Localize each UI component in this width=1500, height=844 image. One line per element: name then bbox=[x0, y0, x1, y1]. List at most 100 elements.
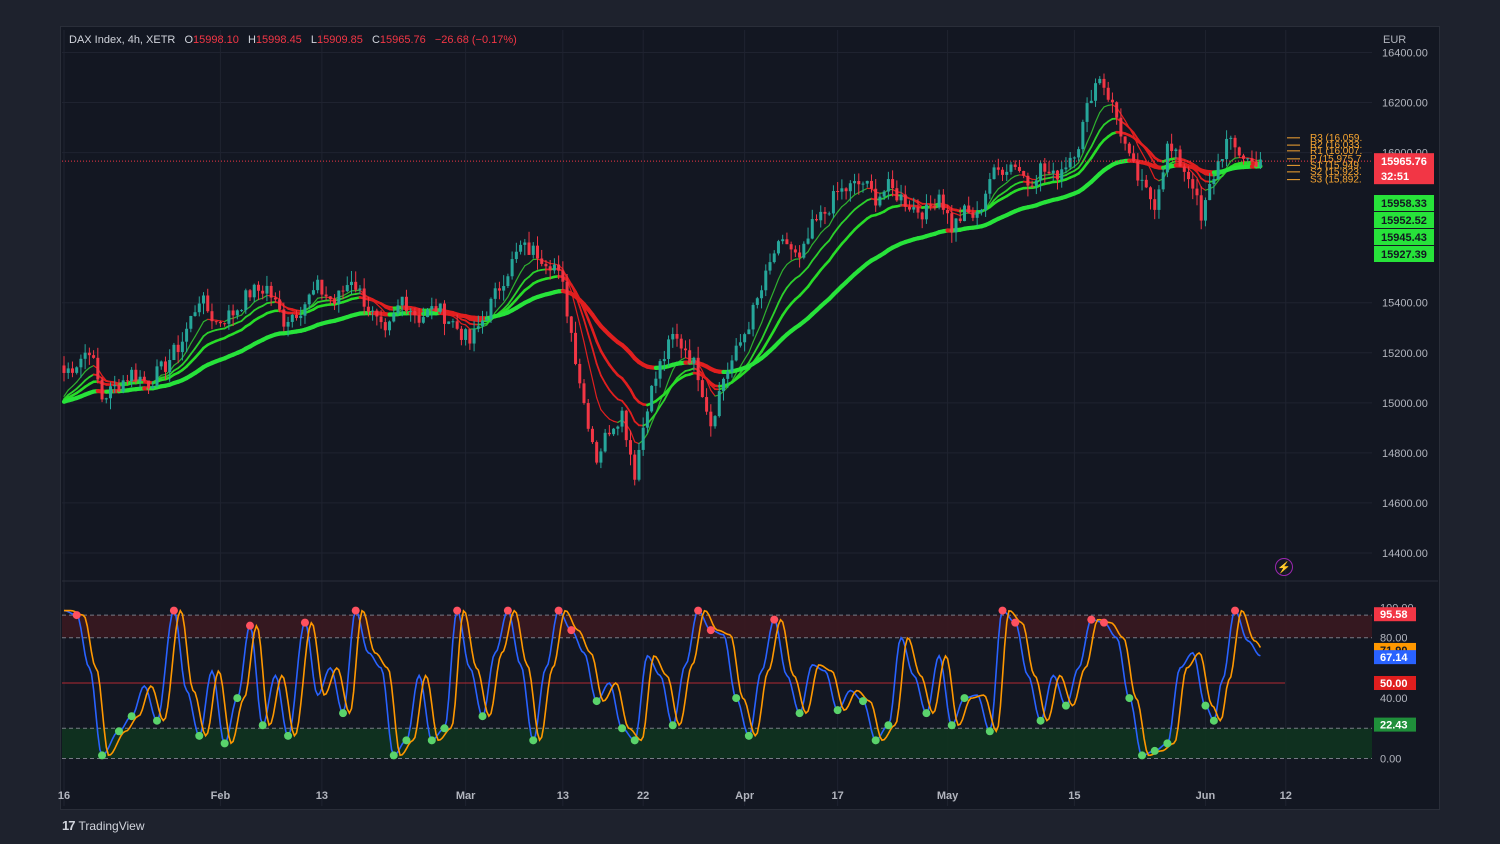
tradingview-brand[interactable]: 17 TradingView bbox=[62, 818, 145, 833]
candle-body bbox=[62, 365, 66, 373]
candle-body bbox=[290, 314, 294, 322]
candle-body bbox=[827, 213, 831, 215]
ema-1-segment bbox=[807, 243, 813, 253]
candle-body bbox=[624, 410, 628, 441]
candle-body bbox=[324, 294, 328, 297]
candle-body bbox=[519, 244, 523, 252]
ema-1-segment bbox=[287, 308, 293, 312]
ema-1-segment bbox=[591, 378, 598, 399]
candle-body bbox=[197, 303, 201, 313]
ema-2-segment bbox=[752, 346, 759, 356]
ema-2-segment bbox=[625, 405, 632, 414]
ema-1-segment bbox=[274, 296, 281, 301]
cross-up-dot bbox=[195, 731, 204, 740]
ema-2-segment bbox=[600, 374, 607, 384]
cross-up-dot bbox=[389, 751, 398, 760]
ema-2-segment bbox=[988, 199, 995, 207]
candle-body bbox=[1161, 172, 1165, 190]
cross-up-dot bbox=[795, 709, 804, 718]
ema-2-segment bbox=[506, 297, 514, 306]
candle-body bbox=[218, 321, 222, 324]
ema-1-segment bbox=[815, 232, 822, 240]
ema-1-segment bbox=[1069, 165, 1075, 170]
chart-frame[interactable] bbox=[60, 26, 1440, 810]
ema-2-segment bbox=[777, 293, 784, 304]
ema-2-segment bbox=[993, 195, 1000, 202]
ema-1-segment bbox=[811, 238, 818, 246]
ema-1-segment bbox=[574, 306, 581, 325]
candle-body bbox=[819, 211, 823, 221]
grid bbox=[62, 30, 1438, 806]
ema-value-tag: 15952.52 bbox=[1381, 215, 1427, 227]
candle-body bbox=[844, 188, 848, 192]
candle-body bbox=[358, 288, 362, 290]
ema-2-segment bbox=[633, 420, 640, 427]
stoch-upper-tag-bg bbox=[1374, 607, 1416, 622]
cross-up-dot bbox=[1125, 694, 1134, 703]
candle-body bbox=[1072, 157, 1076, 159]
ema-1-segment bbox=[993, 188, 999, 195]
x-tick-label: 22 bbox=[637, 790, 649, 802]
candle-body bbox=[1102, 78, 1106, 88]
currency-label[interactable]: EUR bbox=[1383, 34, 1407, 46]
candle-body bbox=[751, 304, 755, 330]
candle-body bbox=[713, 416, 717, 427]
candle-body bbox=[1212, 179, 1216, 184]
candle-body bbox=[616, 426, 620, 429]
candle-body bbox=[823, 211, 827, 214]
ema-2-segment bbox=[663, 391, 670, 401]
cross-down-dot bbox=[453, 606, 462, 615]
tradingview-logo-icon: 17 bbox=[62, 818, 76, 833]
candle-body bbox=[1115, 102, 1119, 118]
candle-body bbox=[654, 378, 658, 386]
oversold-zone bbox=[62, 728, 1372, 759]
ema-1-segment bbox=[608, 418, 615, 422]
ema-1-segment bbox=[769, 289, 775, 301]
ema-3-segment bbox=[772, 321, 780, 332]
ema-1-segment bbox=[410, 309, 416, 312]
ema-2-segment bbox=[591, 347, 598, 365]
ema-1-segment bbox=[202, 318, 209, 323]
lightning-icon[interactable]: ⚡ bbox=[1275, 558, 1293, 576]
candle-body bbox=[815, 219, 819, 221]
candle-body bbox=[66, 368, 70, 373]
candle-body bbox=[1051, 170, 1055, 174]
ema-1-segment bbox=[989, 193, 995, 203]
candle-body bbox=[256, 284, 260, 291]
ema-2-segment bbox=[756, 338, 763, 349]
candle-body bbox=[933, 205, 937, 208]
candle-body bbox=[967, 205, 971, 213]
ema-1-segment bbox=[604, 414, 610, 420]
candle-body bbox=[975, 211, 979, 218]
ema-1-segment bbox=[744, 351, 750, 360]
x-tick-label: 17 bbox=[832, 790, 844, 802]
ema-1-segment bbox=[232, 315, 238, 319]
high-value: 15998.45 bbox=[255, 34, 302, 46]
ema-2-segment bbox=[1086, 145, 1093, 155]
ema-value-tag-bg bbox=[1374, 195, 1434, 211]
ema-value-tag-bg bbox=[1374, 229, 1434, 245]
candle-body bbox=[768, 262, 772, 271]
ema-2-segment bbox=[583, 318, 590, 336]
candle-body bbox=[417, 315, 421, 323]
ema-1-segment bbox=[596, 397, 602, 411]
ema-3-segment bbox=[768, 328, 776, 339]
ema-1-segment bbox=[1082, 141, 1088, 155]
ema-1-segment bbox=[612, 420, 619, 424]
ema-1-segment bbox=[186, 342, 192, 352]
ema-2-segment bbox=[519, 279, 526, 287]
x-tick-label: 16 bbox=[58, 790, 70, 802]
candle-body bbox=[231, 310, 235, 316]
candle-body bbox=[700, 380, 704, 398]
symbol-name[interactable]: DAX Index, 4h, XETR bbox=[69, 34, 176, 46]
candle-body bbox=[802, 243, 806, 258]
ema-1-segment bbox=[1149, 168, 1156, 179]
candle-body bbox=[1157, 189, 1161, 210]
ema-1-segment bbox=[765, 299, 771, 312]
candle-body bbox=[345, 285, 349, 292]
candle-body bbox=[586, 403, 590, 429]
candle-body bbox=[535, 245, 539, 259]
stoch-mid-tag-bg bbox=[1374, 676, 1416, 690]
stoch-tick-label: 0.00 bbox=[1380, 753, 1401, 765]
